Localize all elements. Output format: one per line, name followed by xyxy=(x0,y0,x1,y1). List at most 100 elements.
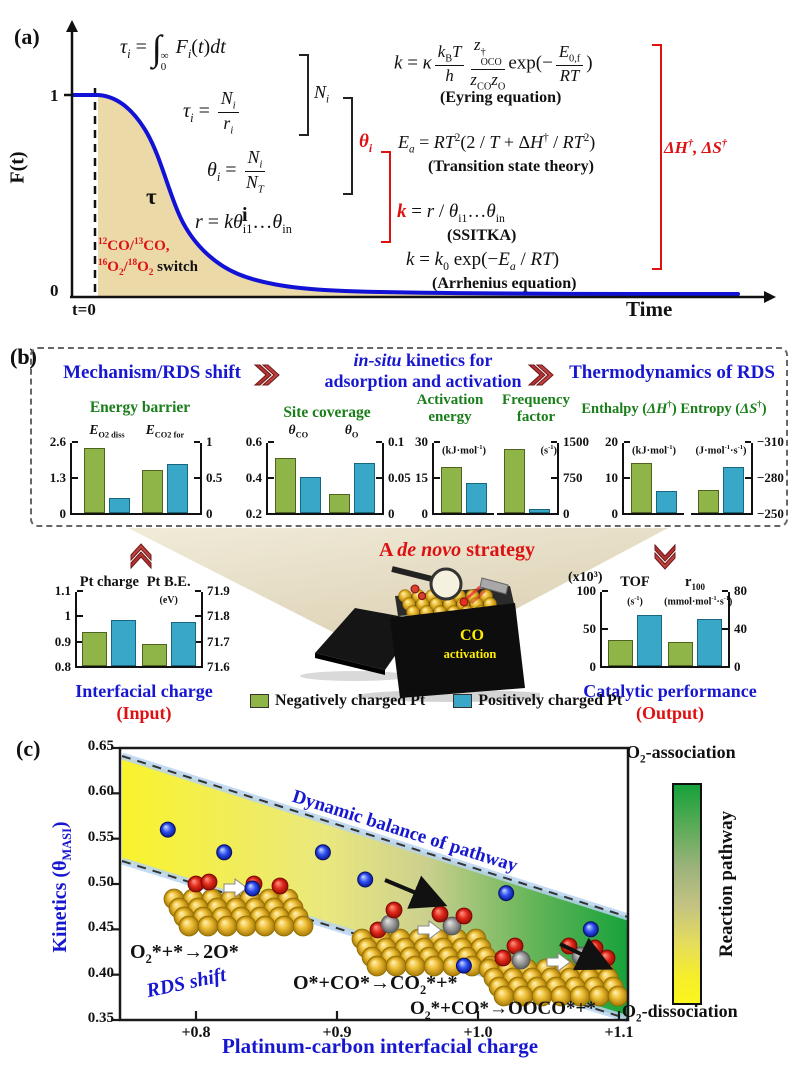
bar-positive xyxy=(637,614,662,666)
bar-negative xyxy=(668,642,693,666)
decay-curve xyxy=(71,93,740,296)
bar-positive xyxy=(466,483,487,513)
equation-tst: Ea = RT2(2 / T + ΔH† / RT2) xyxy=(398,132,596,156)
tick-mark xyxy=(722,628,728,630)
axis-ticks xyxy=(111,746,621,1022)
tick-mark xyxy=(624,477,630,479)
axis-tick-label: 100 xyxy=(576,583,597,598)
chart-title-frequency-factor: Frequency factor xyxy=(501,392,571,425)
panel-a: (a) 1 0 t=0 Time F(t) τ i 12CO/13CO, 16O… xyxy=(0,0,799,340)
bar-group: r100 (mmol·mol-1·s-1) xyxy=(664,574,732,666)
bracket-label-theta: θi xyxy=(359,131,373,155)
right-axis: 0 0.5 1 xyxy=(202,434,222,521)
bracket-label-Ni: Ni xyxy=(314,82,330,106)
bar-groups xyxy=(624,443,684,513)
axis-tick-label: 0 xyxy=(421,506,429,521)
right-axis: 71.6 71.7 71.8 71.9 xyxy=(203,583,237,674)
tau-symbol: τ xyxy=(146,184,157,209)
tick-mark xyxy=(602,590,608,592)
axis-unit: (J·mol-1·s-1) xyxy=(695,444,747,457)
plot-frame xyxy=(118,746,630,1022)
i-symbol: i xyxy=(242,204,248,226)
equation-tau-fraction: τi = Ni ri xyxy=(183,88,242,137)
equation-ssitka: k = r / θi1…θin xyxy=(397,201,505,225)
left-axis: 0 10 20 xyxy=(600,434,622,521)
x-tick-label: +0.9 xyxy=(322,1024,352,1041)
axis-tick-label: 15 xyxy=(415,470,428,485)
y-tick-label: 0.55 xyxy=(87,828,114,845)
legend-swatch xyxy=(453,694,473,708)
axis-tick-label: 71.6 xyxy=(207,659,230,674)
bar-positive xyxy=(300,476,322,513)
panel-c-label: (c) xyxy=(16,736,41,761)
bracket-thermo-red xyxy=(652,44,662,270)
chart-catalytic-performance-output: 0 50 100 TOF (s-1) r100 (mmol·mol-1·s-1) 0 40 80 xyxy=(570,574,758,674)
axis-unit: (kJ·mol-1) xyxy=(632,444,676,457)
bar-groups: Pt charge Pt B.E. (eV) xyxy=(77,574,201,666)
x-axis-label: Time xyxy=(626,297,673,321)
tau-shaded-area xyxy=(98,96,738,296)
open-box-front xyxy=(390,603,525,698)
tick-mark xyxy=(195,640,201,643)
magnifier-handle xyxy=(391,566,433,582)
bar-negative xyxy=(275,457,297,513)
bar-group: θCO xyxy=(275,422,322,513)
strategy-banner: A de novo strategy xyxy=(378,539,536,561)
bar-group-label: EO2 diss xyxy=(89,422,125,440)
bar-group: Pt B.E. (eV) xyxy=(141,574,196,666)
y-tick-label: 0.35 xyxy=(87,1010,114,1026)
y-axis-label: F(t) xyxy=(6,151,29,184)
bar-positive xyxy=(109,498,130,513)
bar-group-unit: (eV) xyxy=(159,595,178,606)
tick-mark xyxy=(195,615,201,618)
output-scale-note: (x10³) xyxy=(568,570,603,585)
sphere xyxy=(235,915,257,937)
colorbar-top-label: O2-association xyxy=(626,742,736,766)
axis-tick-label: 0 xyxy=(734,659,741,674)
tick-mark xyxy=(77,640,83,643)
box-text-co: CO xyxy=(460,627,484,644)
sphere xyxy=(271,877,289,895)
chart-enthalpy: 0 10 20 (kJ·mol-1) xyxy=(600,434,684,521)
y-axis-label: Kinetics (θMASI) xyxy=(49,821,74,953)
tick-mark xyxy=(194,441,200,443)
bar-group: Pt charge xyxy=(80,574,139,666)
axis-tick-label: 0 xyxy=(206,506,213,521)
decay-curve-plot xyxy=(64,20,776,303)
axis-tick-label: 0 xyxy=(589,659,597,674)
chart-plot-area: (kJ·mol-1) xyxy=(432,441,494,515)
axis-unit: (kJ·mol-1) xyxy=(442,444,486,457)
equation-arrhenius: k = k0 exp(−Ea / RT) xyxy=(406,249,560,273)
sphere xyxy=(494,949,512,967)
isotope-line2: 16O2/18O2 xyxy=(98,258,154,278)
tick-mark xyxy=(376,477,382,479)
legend-item: Positively charged Pt xyxy=(453,692,622,710)
laser-pointer xyxy=(479,577,509,595)
bracket-Ni xyxy=(299,54,309,136)
bar-positive xyxy=(697,618,722,666)
axis-tick-label: 50 xyxy=(583,621,596,636)
bar-group-unit: (mmol·mol-1·s-1) xyxy=(664,595,733,608)
equation-eyring: k = κ kBT h z † OCO zCOzO exp(− E0,f RT) xyxy=(394,35,593,92)
axis-tick-label: 0.4 xyxy=(245,470,262,485)
axis-tick-label: 0 xyxy=(611,506,619,521)
chart-energy-barrier: 0 1.3 2.6 EO2 diss ECO2 for 0 0.5 1 xyxy=(40,422,223,521)
axis-tick-label: 71.9 xyxy=(207,583,230,598)
y-tick-label-1: 1 xyxy=(50,86,59,105)
magnifier-lens-icon xyxy=(429,567,463,601)
colorbar-axis-label: Reaction pathway xyxy=(716,810,737,958)
white-arrow-icon xyxy=(223,878,248,898)
legend-label: Positively charged Pt xyxy=(478,692,623,709)
axis-tick-label: −250 xyxy=(757,506,784,521)
x-tick-label: +0.8 xyxy=(181,1024,211,1041)
legend-swatch xyxy=(250,694,269,708)
axis-tick-label: 71.8 xyxy=(207,608,230,624)
bar-group-label: r100 xyxy=(685,574,705,592)
bar-groups xyxy=(434,443,494,513)
tick-mark xyxy=(602,628,608,630)
bar-group xyxy=(441,443,487,513)
y-tick-label-0: 0 xyxy=(50,281,59,300)
data-point xyxy=(357,871,374,888)
tick-mark xyxy=(745,441,751,443)
